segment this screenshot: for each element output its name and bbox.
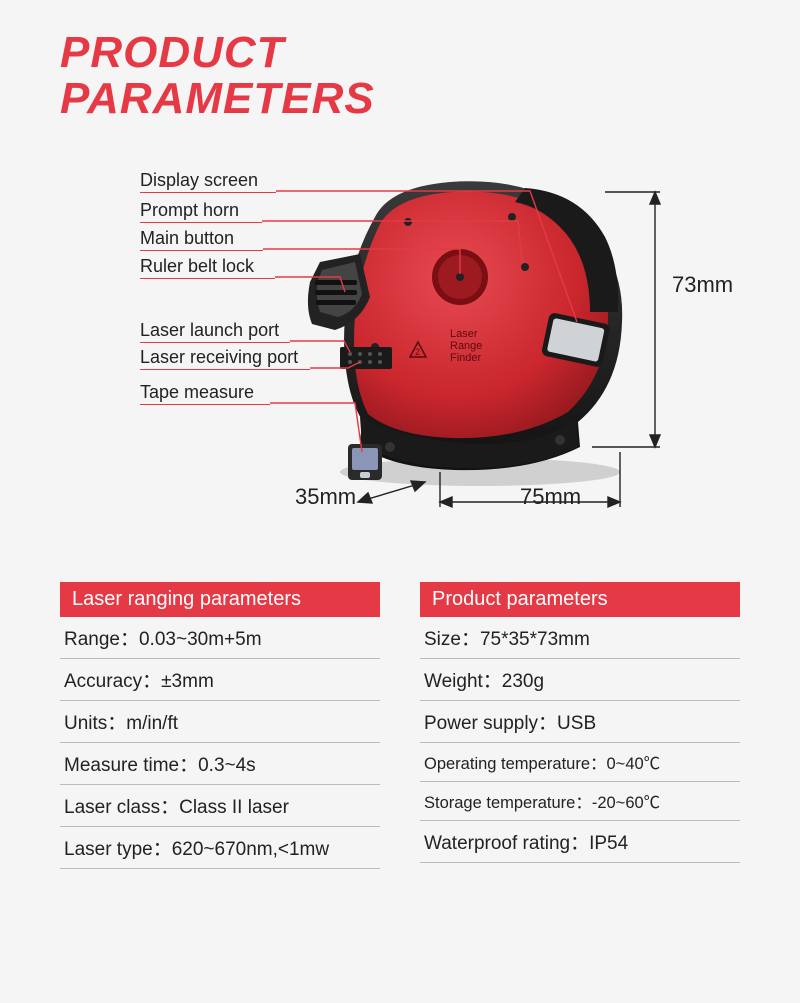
table-left-row: Accuracy：±3mm bbox=[60, 659, 380, 701]
table-right-row: Power supply：USB bbox=[420, 701, 740, 743]
device-text-1: Laser bbox=[450, 328, 478, 340]
spec-tables: Laser ranging parameters Range：0.03~30m+… bbox=[60, 582, 740, 869]
table-left-row: Measure time：0.3~4s bbox=[60, 743, 380, 785]
table-right-row: Storage temperature：-20~60℃ bbox=[420, 782, 740, 821]
table-right-row: Size：75*35*73mm bbox=[420, 617, 740, 659]
table-right-row: Waterproof rating：IP54 bbox=[420, 821, 740, 863]
table-left-header: Laser ranging parameters bbox=[60, 582, 380, 617]
table-right-header: Product parameters bbox=[420, 582, 740, 617]
table-right: Product parameters Size：75*35*73mm Weigh… bbox=[420, 582, 740, 869]
diagram-svg: 2 Laser Range Finder bbox=[60, 162, 740, 542]
table-left-row: Units：m/in/ft bbox=[60, 701, 380, 743]
page-title: PRODUCT PARAMETERS bbox=[60, 30, 740, 122]
device-text-2: Range bbox=[450, 340, 482, 352]
table-left: Laser ranging parameters Range：0.03~30m+… bbox=[60, 582, 380, 869]
table-left-row: Laser type：620~670nm,<1mw bbox=[60, 827, 380, 869]
device-text-3: Finder bbox=[450, 352, 482, 364]
table-right-row: Operating temperature：0~40℃ bbox=[420, 743, 740, 782]
table-left-row: Range：0.03~30m+5m bbox=[60, 617, 380, 659]
product-diagram: Display screen Prompt horn Main button R… bbox=[60, 162, 740, 542]
table-left-row: Laser class：Class II laser bbox=[60, 785, 380, 827]
svg-text:2: 2 bbox=[415, 347, 420, 357]
table-right-row: Weight：230g bbox=[420, 659, 740, 701]
title-line2: PARAMETERS bbox=[60, 74, 375, 123]
title-line1: PRODUCT bbox=[60, 28, 285, 77]
